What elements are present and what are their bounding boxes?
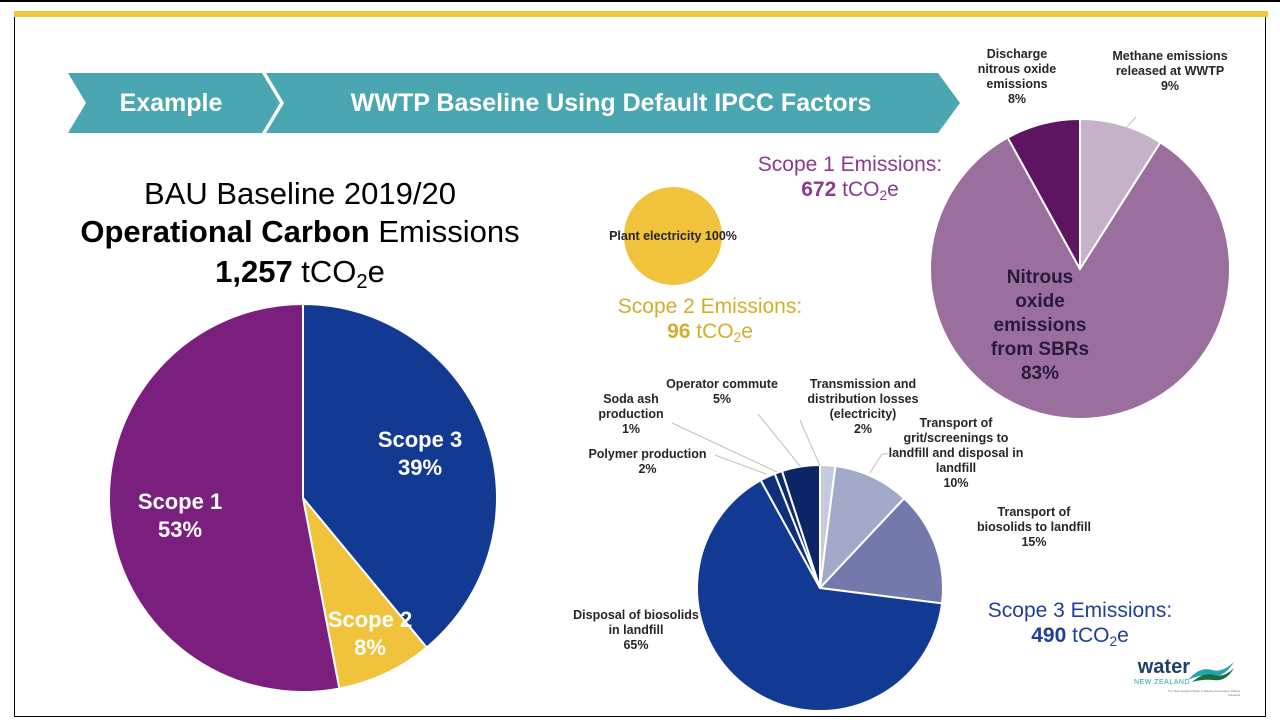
scope2-title: Scope 2 Emissions: 96 tCO2e xyxy=(617,295,803,346)
logo-word: water xyxy=(1137,656,1190,678)
pie-slice-scope3-transport-of-biosolids-to-landfill xyxy=(817,496,944,605)
pie-slice-scope1-nitrous-oxide-emissions-from-sbrs xyxy=(929,136,1231,421)
pie-slice-scope1-discharge-nitrous-oxide-emissions xyxy=(1006,117,1081,270)
scope1-label-methane: Methane emissions released at WWTP 9% xyxy=(1112,49,1228,93)
pie-slice-scope3-transport-of-grit-screenings-to-landfill-and-disposal-in-landfill xyxy=(818,464,906,591)
pie-slice-scope3-disposal-of-biosolids-in-landfill xyxy=(696,478,944,712)
leader-transmission xyxy=(799,419,821,467)
leader-operator xyxy=(757,413,801,467)
scope3-label-biosolids-transport: Transport of biosolids to landfill 15% xyxy=(977,505,1091,549)
leader-grit xyxy=(869,453,888,474)
overall-label-scope3: Scope 3 39% xyxy=(377,427,463,480)
scope3-label-transmission: Transmission and distribution losses (el… xyxy=(807,377,919,436)
example-chevron xyxy=(68,73,280,133)
scope3-label-grit: Transport of grit/screenings to landfill… xyxy=(888,416,1024,490)
pie-slice-scope2-plant-electricity-100 xyxy=(622,185,724,287)
overall-label-scope2: Scope 2 8% xyxy=(327,607,413,660)
scope1-label-nitrous-sbr: Nitrous oxide emissions from SBRs 83% xyxy=(990,267,1090,384)
main-total-value: 1,257 xyxy=(215,254,293,289)
main-title-rest: Emissions xyxy=(369,214,520,249)
main-total: 1,257 tCO2e xyxy=(215,254,385,294)
main-title-line2: Operational Carbon Emissions xyxy=(20,214,580,250)
pie-slice-overall-scope-3 xyxy=(302,302,498,649)
leader-soda xyxy=(671,422,778,473)
scope1-label-discharge: Discharge nitrous oxide emissions 8% xyxy=(977,47,1057,106)
pie-slice-overall-scope-2 xyxy=(302,497,429,690)
pie-slice-scope1-methane-emissions-released-at-wwtp xyxy=(1079,117,1162,273)
example-label: Example xyxy=(119,89,223,117)
scope3-title: Scope 3 Emissions: 490 tCO2e xyxy=(987,599,1173,650)
scope2-label-plant-electricity: Plant electricity 100% xyxy=(609,229,737,243)
pie-scope1 xyxy=(929,117,1231,421)
leader-methane xyxy=(1123,116,1137,131)
scope1-title: Scope 1 Emissions: 672 tCO2e xyxy=(757,153,943,204)
logo-tagline: The New Zealand Water & Wastes Associati… xyxy=(1167,689,1240,697)
pie-slice-overall-scope-1 xyxy=(108,302,341,693)
scope3-label-soda: Soda ash production 1% xyxy=(598,392,664,436)
title-chevron xyxy=(266,73,960,133)
top-rule xyxy=(0,0,1280,2)
main-title-bold: Operational Carbon xyxy=(80,214,370,249)
overall-label-scope1: Scope 1 53% xyxy=(137,489,223,542)
pie-scope2 xyxy=(622,185,724,287)
header-accent-bar xyxy=(14,11,1268,17)
slide-frame xyxy=(14,17,1266,717)
leader-polymer xyxy=(714,454,767,475)
logo-sub: NEW ZEALAND xyxy=(1133,679,1190,686)
main-title-line1: BAU Baseline 2019/20 xyxy=(144,176,456,211)
scope3-label-operator: Operator commute 5% xyxy=(666,377,778,406)
pie-scope3 xyxy=(696,463,944,712)
banner-title: WWTP Baseline Using Default IPCC Factors xyxy=(350,89,872,117)
scope3-label-polymer: Polymer production 2% xyxy=(588,447,707,476)
scope3-label-disposal: Disposal of biosolids in landfill 65% xyxy=(573,608,699,652)
pie-overall xyxy=(108,302,498,693)
water-nz-wave-icon xyxy=(1188,662,1234,682)
leader-lines xyxy=(671,116,1137,475)
